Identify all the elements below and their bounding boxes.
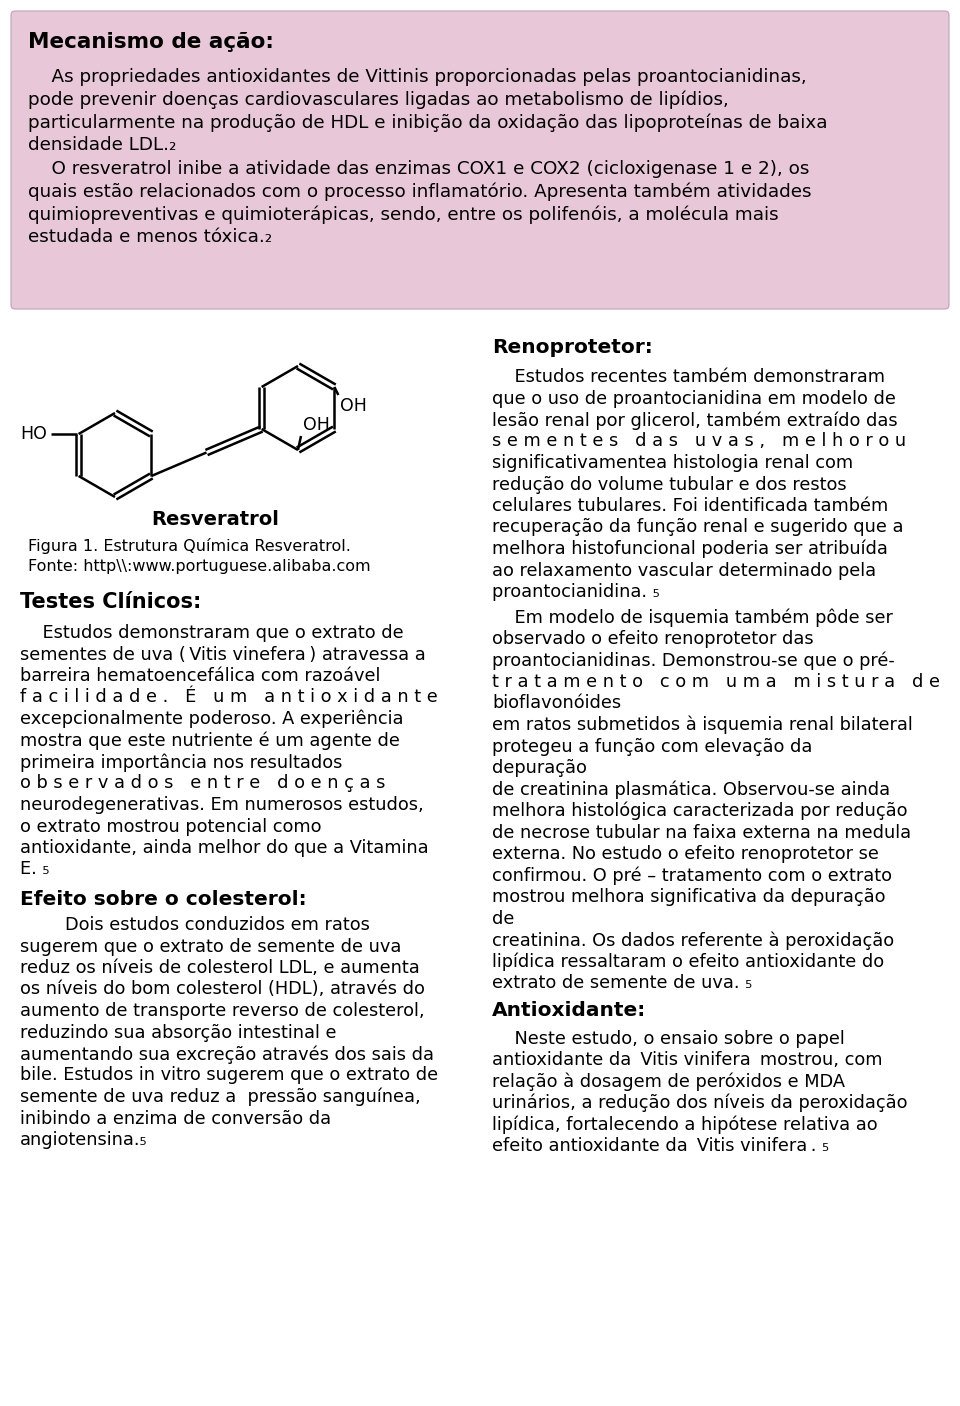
Text: sementes de uva ( Vitis vinefera ) atravessa a: sementes de uva ( Vitis vinefera ) atrav… (20, 645, 425, 664)
Text: bioflavonóides: bioflavonóides (492, 695, 621, 713)
Text: aumento de transporte reverso de colesterol,: aumento de transporte reverso de coleste… (20, 1002, 424, 1019)
Text: pode prevenir doenças cardiovasculares ligadas ao metabolismo de lipídios,: pode prevenir doenças cardiovasculares l… (28, 90, 729, 110)
Text: confirmou. O pré – tratamento com o extrato: confirmou. O pré – tratamento com o extr… (492, 866, 892, 884)
Text: depuração: depuração (492, 759, 587, 778)
Text: bile. Estudos in vitro sugerem que o extrato de: bile. Estudos in vitro sugerem que o ext… (20, 1067, 438, 1084)
Text: protegeu a função com elevação da: protegeu a função com elevação da (492, 738, 812, 755)
Text: melhora histológica caracterizada por redução: melhora histológica caracterizada por re… (492, 801, 907, 821)
Text: OH: OH (341, 396, 368, 415)
Text: o extrato mostrou potencial como: o extrato mostrou potencial como (20, 817, 322, 835)
Text: proantocianidinas. Demonstrou-se que o pré-: proantocianidinas. Demonstrou-se que o p… (492, 651, 895, 671)
Text: creatinina. Os dados referente à peroxidação: creatinina. Os dados referente à peroxid… (492, 931, 894, 949)
Text: primeira importância nos resultados: primeira importância nos resultados (20, 754, 343, 772)
Text: Figura 1. Estrutura Química Resveratrol.: Figura 1. Estrutura Química Resveratrol. (28, 538, 350, 554)
Text: relação à dosagem de peróxidos e MDA: relação à dosagem de peróxidos e MDA (492, 1073, 845, 1091)
Text: t r a t a m e n t o   c o m   u m a   m i s t u r a   d e: t r a t a m e n t o c o m u m a m i s t … (492, 673, 940, 690)
Text: E. ₅: E. ₅ (20, 860, 50, 879)
Text: quimiopreventivas e quimioterápicas, sendo, entre os polifenóis, a molécula mais: quimiopreventivas e quimioterápicas, sen… (28, 205, 779, 224)
Text: O resveratrol inibe a atividade das enzimas COX1 e COX2 (cicloxigenase 1 e 2), o: O resveratrol inibe a atividade das enzi… (28, 160, 809, 179)
Text: aumentando sua excreção através dos sais da: aumentando sua excreção através dos sais… (20, 1045, 434, 1063)
Text: de creatinina plasmática. Observou-se ainda: de creatinina plasmática. Observou-se ai… (492, 780, 890, 799)
Text: melhora histofuncional poderia ser atribuída: melhora histofuncional poderia ser atrib… (492, 540, 888, 558)
Text: antioxidante da  Vitis vinifera  mostrou, com: antioxidante da Vitis vinifera mostrou, … (492, 1052, 882, 1069)
Text: sugerem que o extrato de semente de uva: sugerem que o extrato de semente de uva (20, 938, 401, 956)
Text: celulares tubulares. Foi identificada também: celulares tubulares. Foi identificada ta… (492, 496, 888, 515)
Text: s e m e n t e s   d a s   u v a s ,   m e l h o r o u: s e m e n t e s d a s u v a s , m e l h … (492, 433, 906, 450)
Text: particularmente na produção de HDL e inibição da oxidação das lipoproteínas de b: particularmente na produção de HDL e ini… (28, 112, 828, 132)
Text: os níveis do bom colesterol (HDL), através do: os níveis do bom colesterol (HDL), atrav… (20, 980, 425, 998)
Text: quais estão relacionados com o processo inflamatório. Apresenta também atividade: quais estão relacionados com o processo … (28, 183, 811, 201)
Text: f a c i l i d a d e .   É   u m   a n t i o x i d a n t e: f a c i l i d a d e . É u m a n t i o x … (20, 689, 438, 706)
Text: Resveratrol: Resveratrol (151, 510, 279, 529)
Text: urinários, a redução dos níveis da peroxidação: urinários, a redução dos níveis da perox… (492, 1094, 907, 1112)
Text: Estudos recentes também demonstraram: Estudos recentes também demonstraram (492, 368, 885, 387)
Text: mostra que este nutriente é um agente de: mostra que este nutriente é um agente de (20, 731, 400, 749)
FancyBboxPatch shape (11, 11, 949, 309)
Text: mostrou melhora significativa da depuração: mostrou melhora significativa da depuraç… (492, 889, 885, 905)
Text: barreira hematoencefálica com razoável: barreira hematoencefálica com razoável (20, 666, 380, 685)
Text: densidade LDL.₂: densidade LDL.₂ (28, 135, 177, 153)
Text: em ratos submetidos à isquemia renal bilateral: em ratos submetidos à isquemia renal bil… (492, 716, 913, 734)
Text: Mecanismo de ação:: Mecanismo de ação: (28, 32, 274, 52)
Text: Efeito sobre o colesterol:: Efeito sobre o colesterol: (20, 890, 306, 910)
Text: antioxidante, ainda melhor do que a Vitamina: antioxidante, ainda melhor do que a Vita… (20, 839, 428, 858)
Text: As propriedades antioxidantes de Vittinis proporcionadas pelas proantocianidinas: As propriedades antioxidantes de Vittini… (28, 67, 806, 86)
Text: reduzindo sua absorção intestinal e: reduzindo sua absorção intestinal e (20, 1024, 337, 1042)
Text: estudada e menos tóxica.₂: estudada e menos tóxica.₂ (28, 228, 272, 246)
Text: OH: OH (303, 416, 330, 434)
Text: significativamentea histologia renal com: significativamentea histologia renal com (492, 454, 853, 472)
Text: o b s e r v a d o s   e n t r e   d o e n ç a s: o b s e r v a d o s e n t r e d o e n ç … (20, 775, 385, 793)
Text: reduz os níveis de colesterol LDL, e aumenta: reduz os níveis de colesterol LDL, e aum… (20, 959, 420, 977)
Text: lipídica, fortalecendo a hipótese relativa ao: lipídica, fortalecendo a hipótese relati… (492, 1115, 877, 1135)
Text: redução do volume tubular e dos restos: redução do volume tubular e dos restos (492, 475, 847, 494)
Text: Fonte: http\\:www.portuguese.alibaba.com: Fonte: http\\:www.portuguese.alibaba.com (28, 560, 371, 574)
Text: Renoprotetor:: Renoprotetor: (492, 337, 653, 357)
Text: de necrose tubular na faixa externa na medula: de necrose tubular na faixa externa na m… (492, 824, 911, 842)
Text: angiotensina.₅: angiotensina.₅ (20, 1130, 148, 1149)
Text: lesão renal por glicerol, também extraído das: lesão renal por glicerol, também extraíd… (492, 411, 898, 429)
Text: ao relaxamento vascular determinado pela: ao relaxamento vascular determinado pela (492, 561, 876, 579)
Text: Antioxidante:: Antioxidante: (492, 1001, 646, 1021)
Text: externa. No estudo o efeito renoprotetor se: externa. No estudo o efeito renoprotetor… (492, 845, 878, 863)
Text: Dois estudos conduzidos em ratos: Dois estudos conduzidos em ratos (20, 915, 370, 934)
Text: efeito antioxidante da  Vitis vinifera . ₅: efeito antioxidante da Vitis vinifera . … (492, 1137, 829, 1154)
Text: Em modelo de isquemia também pôde ser: Em modelo de isquemia também pôde ser (492, 609, 893, 627)
Text: observado o efeito renoprotetor das: observado o efeito renoprotetor das (492, 630, 814, 648)
Text: HO: HO (20, 425, 47, 443)
Text: Estudos demonstraram que o extrato de: Estudos demonstraram que o extrato de (20, 624, 403, 643)
Text: Neste estudo, o ensaio sobre o papel: Neste estudo, o ensaio sobre o papel (492, 1029, 845, 1047)
Text: de: de (492, 910, 515, 928)
Text: semente de uva reduz a  pressão sanguínea,: semente de uva reduz a pressão sanguínea… (20, 1088, 420, 1107)
Text: lipídica ressaltaram o efeito antioxidante do: lipídica ressaltaram o efeito antioxidan… (492, 952, 884, 972)
Text: que o uso de proantocianidina em modelo de: que o uso de proantocianidina em modelo … (492, 389, 896, 408)
Text: extrato de semente de uva. ₅: extrato de semente de uva. ₅ (492, 974, 753, 993)
Text: recuperação da função renal e sugerido que a: recuperação da função renal e sugerido q… (492, 519, 903, 537)
Text: excepcionalmente poderoso. A experiência: excepcionalmente poderoso. A experiência (20, 710, 403, 728)
Text: neurodegenerativas. Em numerosos estudos,: neurodegenerativas. Em numerosos estudos… (20, 796, 423, 814)
Text: Testes Clínicos:: Testes Clínicos: (20, 592, 202, 612)
Text: proantocianidina. ₅: proantocianidina. ₅ (492, 583, 660, 600)
Text: inibindo a enzima de conversão da: inibindo a enzima de conversão da (20, 1109, 331, 1128)
